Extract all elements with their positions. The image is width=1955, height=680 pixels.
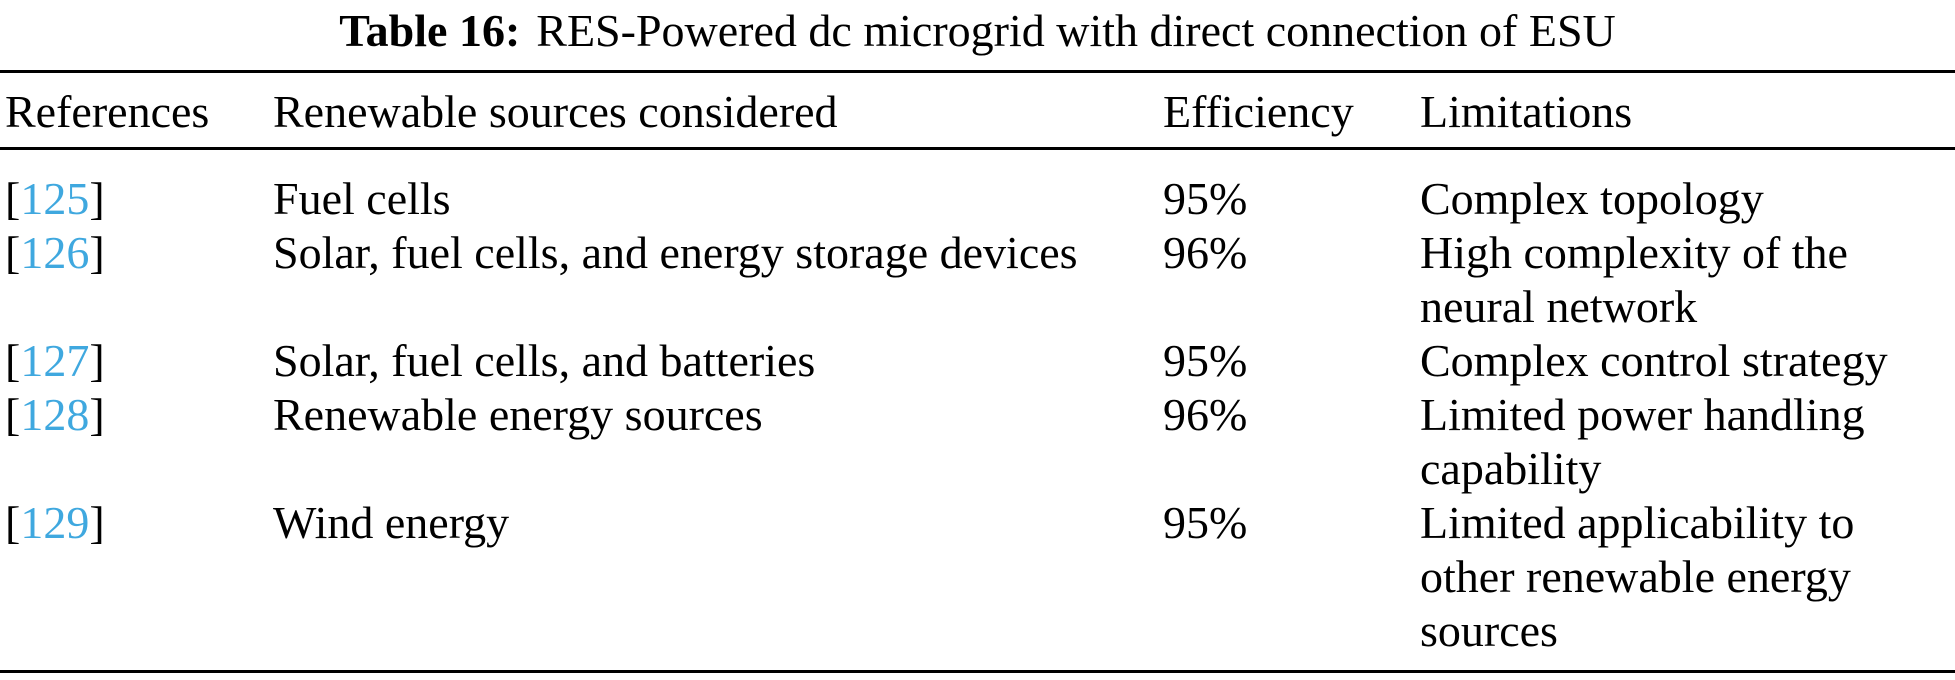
- table-caption: Table 16: RES-Powered dc microgrid with d…: [0, 0, 1955, 70]
- reference-cell: [129]: [0, 496, 273, 672]
- reference-cell: [128]: [0, 388, 273, 496]
- efficiency-cell: 95%: [1163, 497, 1248, 548]
- column-header-references: References: [0, 71, 273, 150]
- citation-bracket-open: [: [5, 497, 21, 548]
- column-header-limitations: Limitations: [1420, 71, 1955, 150]
- header-row: References Renewable sources considered …: [0, 71, 1955, 150]
- sources-cell: Solar, fuel cells, and energy storage de…: [273, 227, 1078, 278]
- citation-link[interactable]: 128: [20, 389, 90, 440]
- reference-cell: [125]: [0, 149, 273, 227]
- citation-bracket-close: ]: [89, 227, 105, 278]
- table-caption-title: RES-Powered dc microgrid with direct con…: [536, 5, 1616, 56]
- limitations-cell: High complexity of the neural network: [1420, 227, 1848, 332]
- citation-bracket-open: [: [5, 227, 21, 278]
- efficiency-cell: 96%: [1163, 227, 1248, 278]
- citation-bracket-close: ]: [89, 335, 105, 386]
- citation-link[interactable]: 129: [20, 497, 90, 548]
- efficiency-cell: 96%: [1163, 389, 1248, 440]
- column-header-efficiency: Efficiency: [1163, 71, 1420, 150]
- table-caption-label: Table 16:: [339, 5, 521, 56]
- citation-bracket-close: ]: [89, 497, 105, 548]
- limitations-cell: Complex topology: [1420, 173, 1764, 224]
- citation-link[interactable]: 126: [20, 227, 90, 278]
- reference-cell: [126]: [0, 226, 273, 334]
- efficiency-cell: 95%: [1163, 335, 1248, 386]
- citation-bracket-open: [: [5, 173, 21, 224]
- citation-bracket-close: ]: [89, 389, 105, 440]
- sources-cell: Solar, fuel cells, and batteries: [273, 335, 816, 386]
- citation-link[interactable]: 127: [20, 335, 90, 386]
- reference-cell: [127]: [0, 334, 273, 388]
- res-esu-table: References Renewable sources considered …: [0, 70, 1955, 673]
- limitations-cell: Limited applicability to other renewable…: [1420, 497, 1855, 656]
- citation-bracket-open: [: [5, 335, 21, 386]
- column-header-sources: Renewable sources considered: [273, 71, 1163, 150]
- table-row: [128] Renewable energy sources 96% Limit…: [0, 388, 1955, 496]
- table-row: [127] Solar, fuel cells, and batteries 9…: [0, 334, 1955, 388]
- citation-bracket-close: ]: [89, 173, 105, 224]
- table-row: [126] Solar, fuel cells, and energy stor…: [0, 226, 1955, 334]
- sources-cell: Fuel cells: [273, 173, 451, 224]
- sources-cell: Wind energy: [273, 497, 510, 548]
- citation-bracket-open: [: [5, 389, 21, 440]
- limitations-cell: Complex control strategy: [1420, 335, 1888, 386]
- limitations-cell: Limited power handling capability: [1420, 389, 1865, 494]
- efficiency-cell: 95%: [1163, 173, 1248, 224]
- citation-link[interactable]: 125: [20, 173, 90, 224]
- sources-cell: Renewable energy sources: [273, 389, 763, 440]
- table-row: [125] Fuel cells 95% Complex topology: [0, 149, 1955, 227]
- table-row: [129] Wind energy 95% Limited applicabil…: [0, 496, 1955, 672]
